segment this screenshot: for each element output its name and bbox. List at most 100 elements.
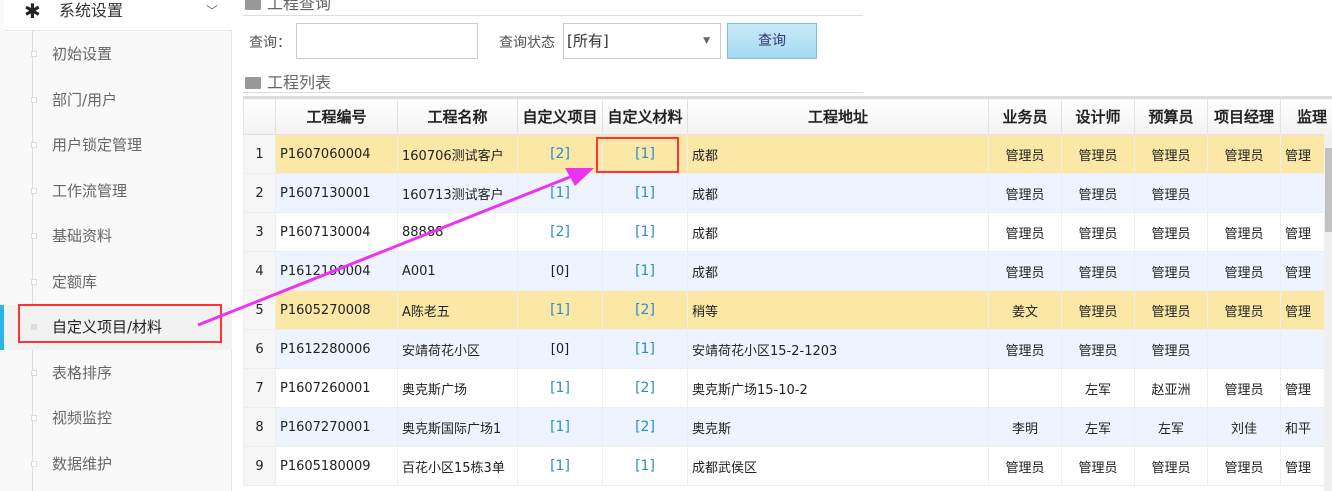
table-row[interactable]: 4 P1612190004 A001 [0] [1] 成都 管理员 管理员 管理员 管理员 管理 [243, 251, 1332, 291]
table-cell: 百花小区15栋3单 [397, 446, 518, 486]
table-cell: 成都 [687, 251, 989, 291]
table-cell: 管理 [1280, 368, 1332, 408]
table-cell: 安靖荷花小区15-2-1203 [687, 329, 989, 369]
table-cell[interactable]: [1] [602, 173, 688, 213]
table-cell[interactable]: [1] [517, 407, 603, 447]
column-header[interactable]: 自定义项目 [517, 97, 603, 135]
table-cell: P1607270001 [275, 407, 398, 447]
table-cell[interactable]: [1] [602, 329, 688, 369]
tree-node-icon [31, 369, 37, 376]
table-cell [1207, 173, 1281, 213]
table-cell: 管理员 [1134, 212, 1208, 252]
table-row[interactable]: 6 P1612280006 安靖荷花小区 [0] [1] 安靖荷花小区15-2-1203 管… [243, 329, 1332, 369]
table-cell[interactable]: [2] [517, 134, 603, 174]
table-cell: P1607130001 [275, 173, 398, 213]
table-cell: 成都 [687, 134, 989, 174]
table-cell: 7 [243, 368, 276, 408]
table-cell: 6 [243, 329, 276, 369]
table-cell[interactable]: [1] [517, 173, 603, 213]
column-header[interactable]: 监理 [1280, 97, 1332, 135]
column-header[interactable]: 设计师 [1061, 97, 1135, 135]
query-button[interactable]: 查询 [727, 23, 817, 59]
table-row[interactable]: 1 P1607060004 160706测试客户 [2] [1] 成都 管理员 管理员 管理员管… [243, 134, 1332, 174]
table-cell: P1607130004 [275, 212, 398, 252]
table-cell[interactable]: [2] [602, 368, 688, 408]
table-cell [1280, 329, 1332, 369]
table-cell[interactable]: [1] [517, 446, 603, 486]
table-cell[interactable]: [1] [517, 368, 603, 408]
sidebar-item-label: 表格排序 [52, 363, 113, 382]
table-cell: 管理 [1280, 212, 1332, 252]
sidebar-item[interactable]: 工作流管理 [4, 169, 232, 214]
table-cell[interactable]: [1] [517, 290, 603, 330]
table-cell[interactable]: [2] [517, 212, 603, 252]
table-cell [988, 368, 1062, 408]
table-row[interactable]: 3 P1607130004 88888 [2] [1] 成都 管理员 管理员 管理员 管理员 管理 [243, 212, 1332, 252]
table-row[interactable]: 7 P1607260001 奥克斯广场 [1] [2] 奥克斯广场15-10-2 左军 赵亚洲… [243, 368, 1332, 408]
column-header[interactable]: 工程名称 [397, 97, 518, 135]
table-row[interactable]: 2 P1607130001 160713测试客户 [1] [1] 成都 管理员 管理员 管理员 [243, 173, 1332, 213]
tree-node-icon [31, 142, 37, 148]
tree-node-icon [31, 460, 37, 467]
table-cell: P1607260001 [275, 368, 398, 408]
sidebar-item[interactable]: 视频监控 [4, 396, 232, 441]
table-cell: 管理员 [1061, 446, 1135, 486]
sidebar-item[interactable]: 定额库 [4, 260, 232, 305]
table-row[interactable]: 9 P1605180009 百花小区15栋3单 [1] [1] 成都武侯区 管理员 管理员 管理… [243, 446, 1332, 486]
sidebar-item[interactable]: 用户锁定管理 [4, 123, 232, 168]
sidebar-item[interactable]: 表格排序 [4, 351, 232, 396]
table-cell [1280, 173, 1332, 213]
column-header[interactable] [243, 97, 276, 135]
vertical-scrollbar[interactable] [1324, 134, 1332, 491]
column-header[interactable]: 工程编号 [275, 97, 398, 135]
table-cell: 管理员 [1061, 251, 1135, 291]
table-cell: 管理员 [1207, 212, 1281, 252]
tree-node-icon [31, 278, 37, 285]
table-cell: 管理员 [1061, 212, 1135, 252]
sidebar-item[interactable]: 部门/用户 [4, 78, 232, 123]
table-cell: 左军 [1061, 368, 1135, 408]
sidebar-item-label: 工作流管理 [52, 181, 128, 200]
table-cell: P1612190004 [275, 251, 398, 291]
table-row[interactable]: 5 P1605270008 A陈老五 [1] [2] 稍等 姜文 管理员 管理员 管理员 管理 [243, 290, 1332, 330]
table-cell[interactable]: [2] [602, 407, 688, 447]
table-cell[interactable]: [1] [602, 212, 688, 252]
tree-node-icon [31, 187, 37, 194]
sidebar-item[interactable]: 初始设置 [4, 32, 232, 77]
table-cell: 刘佳 [1207, 407, 1281, 447]
scrollbar-thumb[interactable] [1325, 148, 1332, 232]
query-section-label: 工程查询 [267, 0, 332, 13]
column-header[interactable]: 自定义材料 [602, 97, 688, 135]
table-cell: P1605180009 [275, 446, 398, 486]
sidebar-section-system-settings[interactable]: ✱ 系统设置 ﹀ [4, 0, 232, 31]
column-header[interactable]: 项目经理 [1207, 97, 1281, 135]
table-cell[interactable]: [2] [602, 290, 688, 330]
table-cell[interactable]: [1] [602, 446, 688, 486]
table-cell[interactable]: [1] [602, 134, 688, 174]
sidebar-item[interactable]: 数据维护 [4, 442, 232, 487]
sidebar-item-label: 用户锁定管理 [52, 136, 143, 154]
table-cell: 管理员 [1207, 368, 1281, 408]
column-header[interactable]: 预算员 [1134, 97, 1208, 135]
status-select[interactable]: [所有] ▼ [563, 23, 721, 59]
column-header[interactable]: 业务员 [988, 97, 1062, 135]
table-row[interactable]: 8 P1607270001 奥克斯国际广场1 [1] [2] 奥克斯 李明 左军 左军 刘佳 和平 [243, 407, 1332, 447]
table-cell: 管理员 [988, 329, 1062, 369]
column-header[interactable]: 工程地址 [687, 97, 989, 135]
table-cell[interactable]: [1] [602, 251, 688, 291]
table-cell: 管理员 [1134, 134, 1208, 174]
sidebar-item[interactable]: 基础资料 [4, 214, 232, 259]
table-cell: 奥克斯广场 [397, 368, 518, 408]
table-cell: 管理员 [988, 251, 1062, 291]
table-cell [1207, 329, 1281, 369]
table-cell: 9 [243, 446, 276, 486]
status-label: 查询状态 [499, 35, 555, 51]
table-cell: 姜文 [988, 290, 1062, 330]
sidebar-item-label: 数据维护 [52, 454, 113, 473]
table-cell: 管理员 [988, 212, 1062, 252]
table-cell: P1607060004 [275, 134, 398, 174]
query-input[interactable] [296, 23, 478, 59]
table-cell: 成都 [687, 212, 989, 252]
table-cell: [0] [517, 251, 603, 291]
